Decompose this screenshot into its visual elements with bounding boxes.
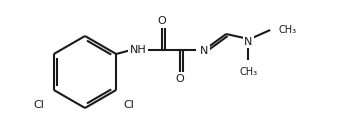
Text: Cl: Cl xyxy=(123,100,134,110)
Text: O: O xyxy=(158,16,167,26)
Text: N: N xyxy=(244,37,252,47)
Text: NH: NH xyxy=(130,45,147,55)
Text: O: O xyxy=(176,74,185,84)
Text: N: N xyxy=(200,46,209,56)
Text: Cl: Cl xyxy=(33,100,44,110)
Text: CH₃: CH₃ xyxy=(239,67,257,77)
Text: CH₃: CH₃ xyxy=(278,25,296,35)
